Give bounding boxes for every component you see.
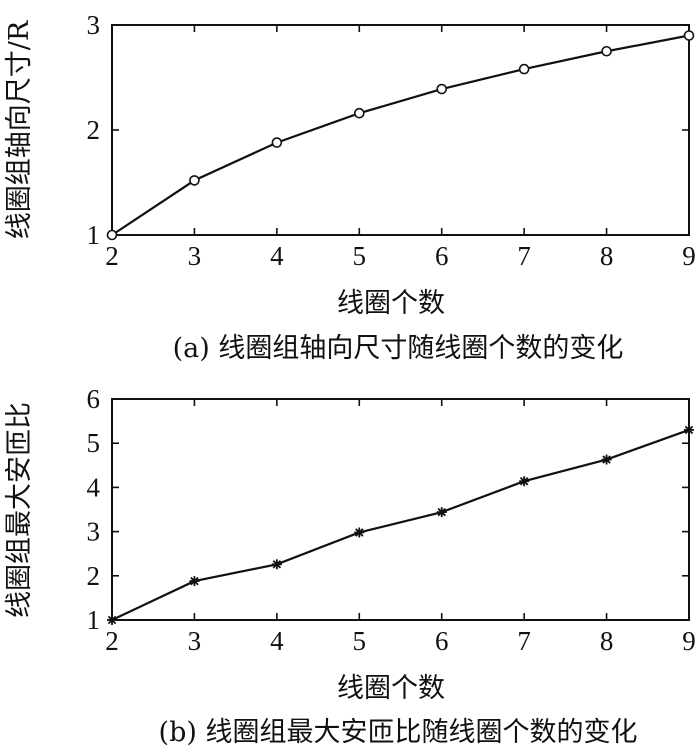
chart-a-ylabel: 线圈组轴向尺寸/R [4,20,35,239]
chart-a-point [271,137,283,148]
chart-b-series-line [111,428,690,621]
chart-a-xtick-label: 7 [517,241,531,271]
chart-a-series-line [111,34,690,236]
chart-b-ytick-label: 3 [87,517,101,547]
chart-b-point [189,576,200,587]
chart-b-ytick-label: 1 [87,605,101,635]
chart-a-xtick-label: 8 [600,241,614,271]
chart-a-point [601,45,612,57]
chart-a-xtick-label: 3 [188,241,202,271]
chart-b-xtick-label: 9 [682,626,696,656]
chart-a-xlabel: 线圈个数 [337,288,445,319]
chart-a-point [189,175,200,186]
chart-b-xtick-label: 3 [188,626,202,656]
chart-b-ytick-label: 6 [87,384,101,414]
chart-a-ytick-label: 1 [87,220,101,250]
chart-b-xtick-label: 6 [435,626,449,656]
chart-b-ylabel: 线圈组最大安匝比 [4,402,35,618]
chart-b-xtick-label: 2 [105,626,119,656]
chart-a-point [518,63,530,75]
chart-a-point [353,107,365,119]
chart-b-point [519,476,530,487]
chart-b-xlabel: 线圈个数 [337,673,445,704]
chart-b-point [354,527,365,538]
chart-b-point [436,507,447,518]
chart-b-point [107,615,117,625]
chart-a-caption: (a) 线圈组轴向尺寸随线圈个数的变化 [173,333,624,364]
chart-b-xtick-label: 7 [517,626,531,656]
chart-b-point [271,559,282,570]
chart-b-xtick-label: 5 [353,626,367,656]
chart-b-xtick-label: 8 [600,626,614,656]
chart-a-point [106,229,118,241]
chart-b-xtick-label: 4 [270,626,284,656]
chart-b-ytick-label: 4 [87,472,101,502]
chart-a-xtick-label: 4 [270,241,284,271]
chart-a-point [436,83,448,95]
chart-b-caption: (b) 线圈组最大安匝比随线圈个数的变化 [159,717,638,748]
chart-a-ytick-label: 2 [87,115,101,145]
chart-a-xtick-label: 9 [682,241,696,271]
chart-b-ytick-label: 2 [87,561,101,591]
chart-a-point [683,30,695,41]
chart-a-ytick-label: 3 [87,10,101,40]
chart-b-point [601,454,612,465]
chart-b-frame [111,398,690,621]
chart-b-ytick-label: 5 [87,428,101,458]
chart-a-xtick-label: 6 [435,241,449,271]
chart-a-xtick-label: 5 [353,241,367,271]
chart-b-point [684,424,694,435]
chart-a-xtick-label: 2 [105,241,119,271]
chart-a-frame [111,24,690,236]
